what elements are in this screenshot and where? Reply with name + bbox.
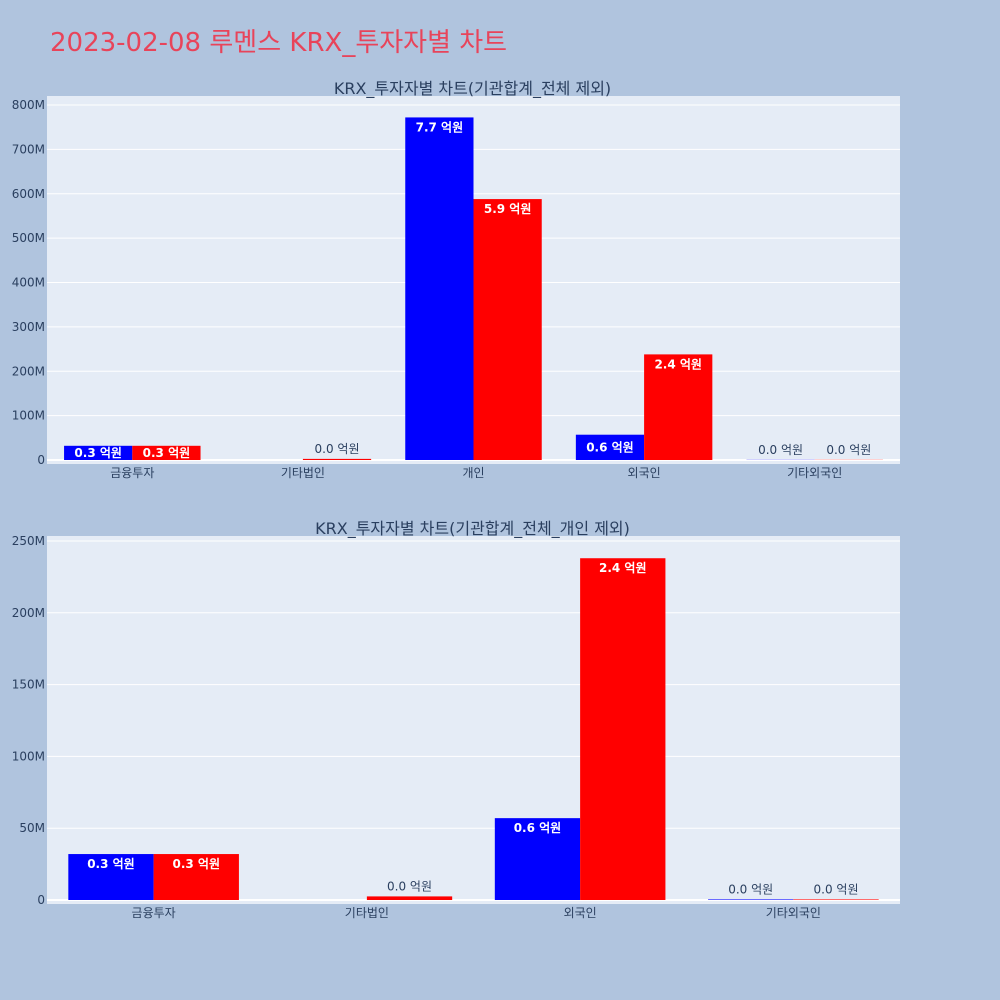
bar — [68, 854, 154, 900]
bar — [405, 117, 474, 461]
y-tick-label: 100M — [12, 409, 45, 423]
bar — [644, 354, 713, 460]
data-label: 5.9 억원 — [484, 202, 532, 216]
data-label: 0.0 억원 — [758, 443, 803, 457]
bar — [302, 458, 372, 460]
y-tick-label: 150M — [12, 678, 45, 692]
bar — [64, 445, 133, 460]
y-tick-label: 250M — [12, 534, 45, 548]
data-label: 0.0 억원 — [728, 882, 773, 896]
y-tick-label: 300M — [12, 320, 45, 334]
x-tick-label: 외국인 — [564, 906, 597, 920]
data-label: 0.0 억원 — [814, 882, 859, 896]
plot-area-1 — [47, 536, 900, 904]
y-tick-label: 500M — [12, 231, 45, 245]
y-tick-label: 600M — [12, 187, 45, 201]
bar — [708, 899, 794, 900]
bar — [494, 818, 581, 900]
x-tick-label: 기타법인 — [345, 906, 389, 920]
y-tick-label: 700M — [12, 142, 45, 156]
data-label: 0.6 억원 — [586, 440, 634, 454]
x-tick-label: 금융투자 — [132, 906, 176, 920]
y-tick-label: 200M — [12, 606, 45, 620]
bar — [580, 558, 666, 900]
data-label: 0.0 억원 — [315, 442, 360, 456]
x-tick-label: 금융투자 — [110, 466, 154, 480]
data-label: 2.4 억원 — [599, 561, 647, 575]
x-tick-label: 기타외국인 — [766, 906, 821, 920]
chart-title: KRX_투자자별 차트(기관합계_전체 제외) — [334, 79, 611, 99]
y-tick-label: 400M — [12, 276, 45, 290]
x-tick-label: 기타외국인 — [787, 466, 842, 480]
x-tick-label: 개인 — [462, 466, 484, 480]
data-label: 0.0 억원 — [826, 443, 871, 457]
bar — [575, 434, 645, 460]
bar — [793, 899, 879, 900]
bar — [132, 445, 201, 460]
chart-title: KRX_투자자별 차트(기관합계_전체_개인 제외) — [315, 519, 630, 539]
bar — [366, 896, 453, 900]
data-label: 0.0 억원 — [387, 879, 432, 893]
y-tick-label: 0 — [37, 893, 45, 907]
data-label: 0.3 억원 — [143, 446, 191, 460]
data-label: 0.3 억원 — [173, 857, 221, 871]
data-label: 0.3 억원 — [74, 446, 122, 460]
y-tick-label: 0 — [37, 453, 45, 467]
data-label: 0.3 억원 — [87, 857, 135, 871]
y-tick-label: 50M — [19, 821, 45, 835]
bar — [153, 854, 239, 900]
x-tick-label: 외국인 — [628, 466, 661, 480]
y-tick-label: 800M — [12, 98, 45, 112]
y-tick-label: 100M — [12, 749, 45, 763]
page-title: 2023-02-08 루멘스 KRX_투자자별 차트 — [50, 28, 508, 58]
y-tick-label: 200M — [12, 364, 45, 378]
data-label: 0.6 억원 — [514, 821, 562, 835]
data-label: 2.4 억원 — [654, 357, 702, 371]
x-tick-label: 기타법인 — [281, 466, 325, 480]
data-label: 7.7 억원 — [416, 120, 464, 134]
bar — [473, 199, 542, 460]
